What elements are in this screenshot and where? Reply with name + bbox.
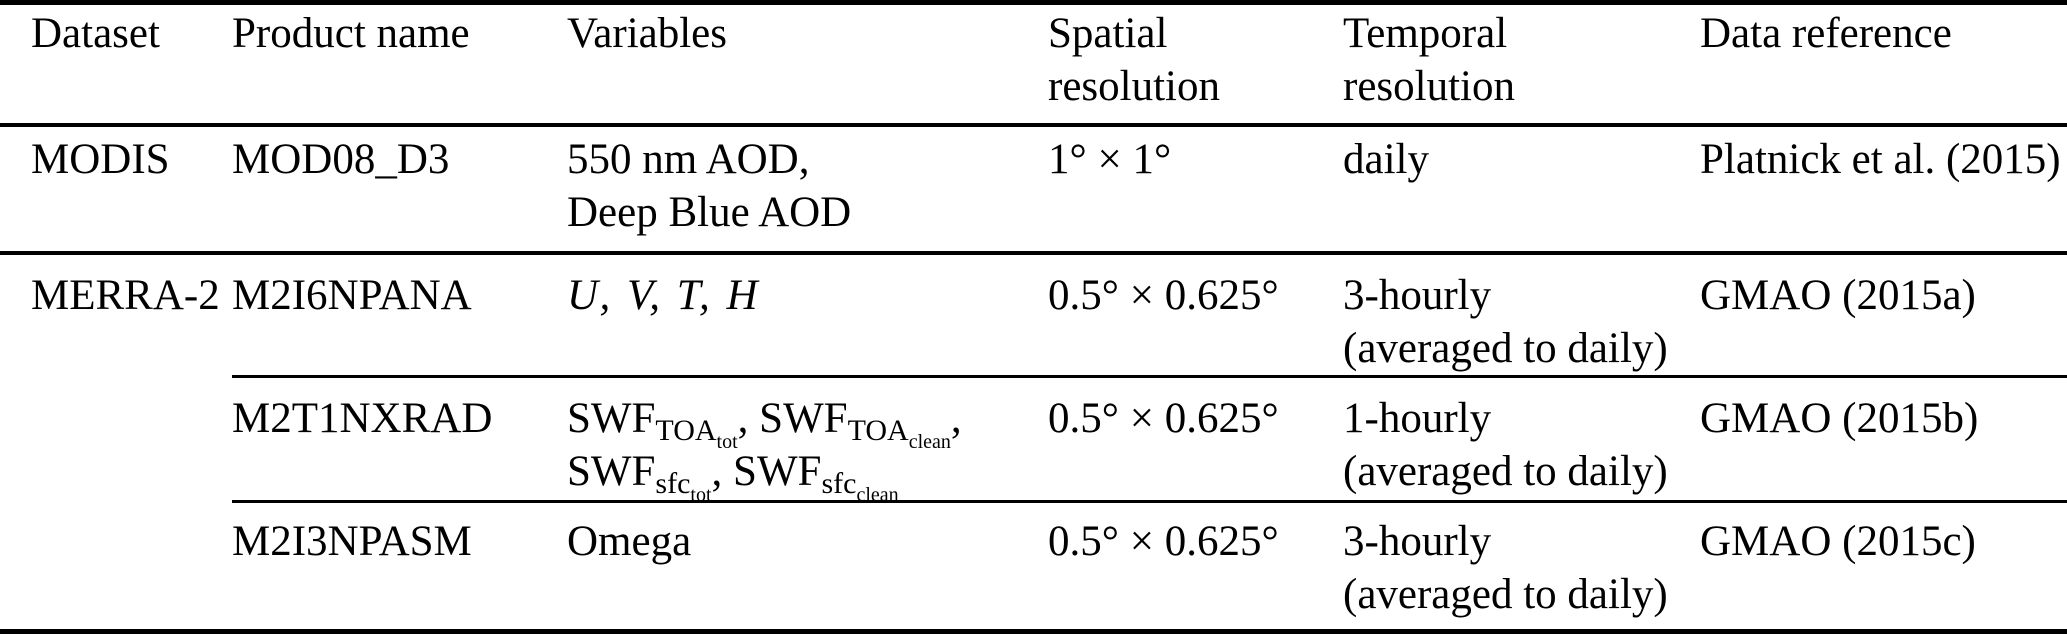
cell-variables-text: , (711, 448, 734, 495)
cell-variables-text: tot (690, 484, 712, 506)
cell-variables-line: SWFTOAtot, SWFTOAclean, (567, 392, 1048, 452)
cell-temporal-resolution-text: (averaged to daily) (1343, 325, 1668, 372)
cell-dataset: MODIS (0, 125, 232, 255)
cell-data-reference: GMAO (2015b) (1700, 376, 2067, 503)
table-row: MODIS MOD08_D3 550 nm AOD, Deep Blue AOD 1° … (0, 125, 2067, 255)
table-body: MODIS MOD08_D3 550 nm AOD, Deep Blue AOD 1° … (0, 125, 2067, 633)
cell-variables-line: U, V, T, H (567, 269, 1048, 322)
cell-variables-text: Deep Blue AOD (567, 189, 852, 236)
cell-variables-text: SWF (567, 395, 656, 442)
cell-variables-text: sfc (821, 467, 857, 500)
column-header-variables: Variables (567, 2, 1048, 127)
cell-temporal-resolution-line: daily (1343, 133, 1700, 186)
cell-spatial-resolution: 0.5° × 0.625° (1048, 253, 1343, 378)
cell-temporal-resolution: daily (1343, 125, 1700, 255)
cell-temporal-resolution-line: (averaged to daily) (1343, 445, 1700, 498)
cell-temporal-resolution: 1-hourly (averaged to daily) (1343, 376, 1700, 503)
cell-variables-line: Omega (567, 515, 1048, 568)
cell-temporal-resolution-text: (averaged to daily) (1343, 448, 1668, 495)
cell-temporal-resolution-text: 3-hourly (1343, 518, 1492, 565)
cell-variables-text: U, V, T, H (567, 272, 760, 319)
cell-variables-text: TOA (655, 414, 717, 447)
cell-variables: 550 nm AOD, Deep Blue AOD (567, 125, 1048, 255)
cell-data-reference: Platnick et al. (2015) (1700, 125, 2067, 255)
cell-temporal-resolution-line: (averaged to daily) (1343, 322, 1700, 375)
column-header-data-reference: Data reference (1700, 2, 2067, 127)
cell-temporal-resolution-line: 3-hourly (1343, 269, 1700, 322)
cell-variables-text: sfc (655, 467, 691, 500)
cell-temporal-resolution-text: 3-hourly (1343, 272, 1492, 319)
cell-product-name: M2I3NPASM (232, 518, 472, 565)
cell-data-reference: GMAO (2015a) (1700, 253, 2067, 378)
cell-variables-text: Omega (567, 518, 692, 565)
cell-temporal-resolution: 3-hourly (averaged to daily) (1343, 502, 1700, 632)
column-header-product-name: Product name (232, 2, 567, 127)
cell-variables-line: 550 nm AOD, (567, 133, 1048, 186)
cell-product-name: M2I6NPANA (232, 253, 567, 378)
cell-temporal-resolution-text: (averaged to daily) (1343, 571, 1668, 618)
cell-variables-text: clean (856, 484, 899, 506)
cell-variables-text: SWF (567, 448, 656, 495)
cell-product-name: M2T1NXRAD (232, 376, 567, 503)
table-row: M2T1NXRAD SWFTOAtot, SWFTOAclean, SWFsfcto… (0, 376, 2067, 505)
cell-variables-line: SWFsfctot, SWFsfcclean (567, 445, 1048, 505)
cell-variables: SWFTOAtot, SWFTOAclean, SWFsfctot, SWFsfc… (567, 376, 1048, 505)
cell-temporal-resolution-line: (averaged to daily) (1343, 568, 1700, 621)
cell-product-name: MOD08_D3 (232, 125, 567, 255)
cell-temporal-resolution: 3-hourly (averaged to daily) (1343, 253, 1700, 378)
cell-variables-line: Deep Blue AOD (567, 186, 1048, 239)
cell-variables-text: clean (908, 431, 951, 453)
cell-temporal-resolution-line: 1-hourly (1343, 392, 1700, 445)
cell-temporal-resolution-text: 1-hourly (1343, 395, 1492, 442)
cell-variables-text: TOA (847, 414, 909, 447)
cell-variables-text: 550 nm AOD, (567, 136, 810, 183)
cell-variables-text: SWF (733, 448, 822, 495)
cell-spatial-resolution: 0.5° × 0.625° (1048, 376, 1343, 503)
cell-spatial-resolution: 1° × 1° (1048, 125, 1343, 255)
cell-variables-text: SWF (759, 395, 848, 442)
cell-variables: Omega (567, 502, 1048, 632)
cell-dataset: MERRA-2 (0, 253, 232, 633)
cell-data-reference: GMAO (2015c) (1700, 518, 1976, 565)
cell-variables-text: , (950, 395, 962, 442)
cell-variables-text: tot (716, 431, 738, 453)
header-row: Dataset Product name Variables Spatial r… (0, 2, 2067, 127)
column-header-spatial-resolution: Spatial resolution (1048, 2, 1343, 127)
cell-variables: U, V, T, H (567, 253, 1048, 378)
cell-temporal-resolution-line: 3-hourly (1343, 515, 1700, 568)
column-header-temporal-resolution: Temporal resolution (1343, 2, 1700, 127)
table-row: M2I3NPASM Omega 0.5° × 0.625° 3-hourly (aver… (0, 502, 2067, 632)
table-row: MERRA-2 M2I6NPANA U, V, T, H 0.5° × 0.625° 3… (0, 253, 2067, 633)
cell-spatial-resolution: 0.5° × 0.625° (1048, 518, 1279, 565)
cell-temporal-resolution-text: daily (1343, 136, 1429, 183)
cell-variables-text: , (737, 395, 760, 442)
column-header-dataset: Dataset (0, 2, 232, 127)
